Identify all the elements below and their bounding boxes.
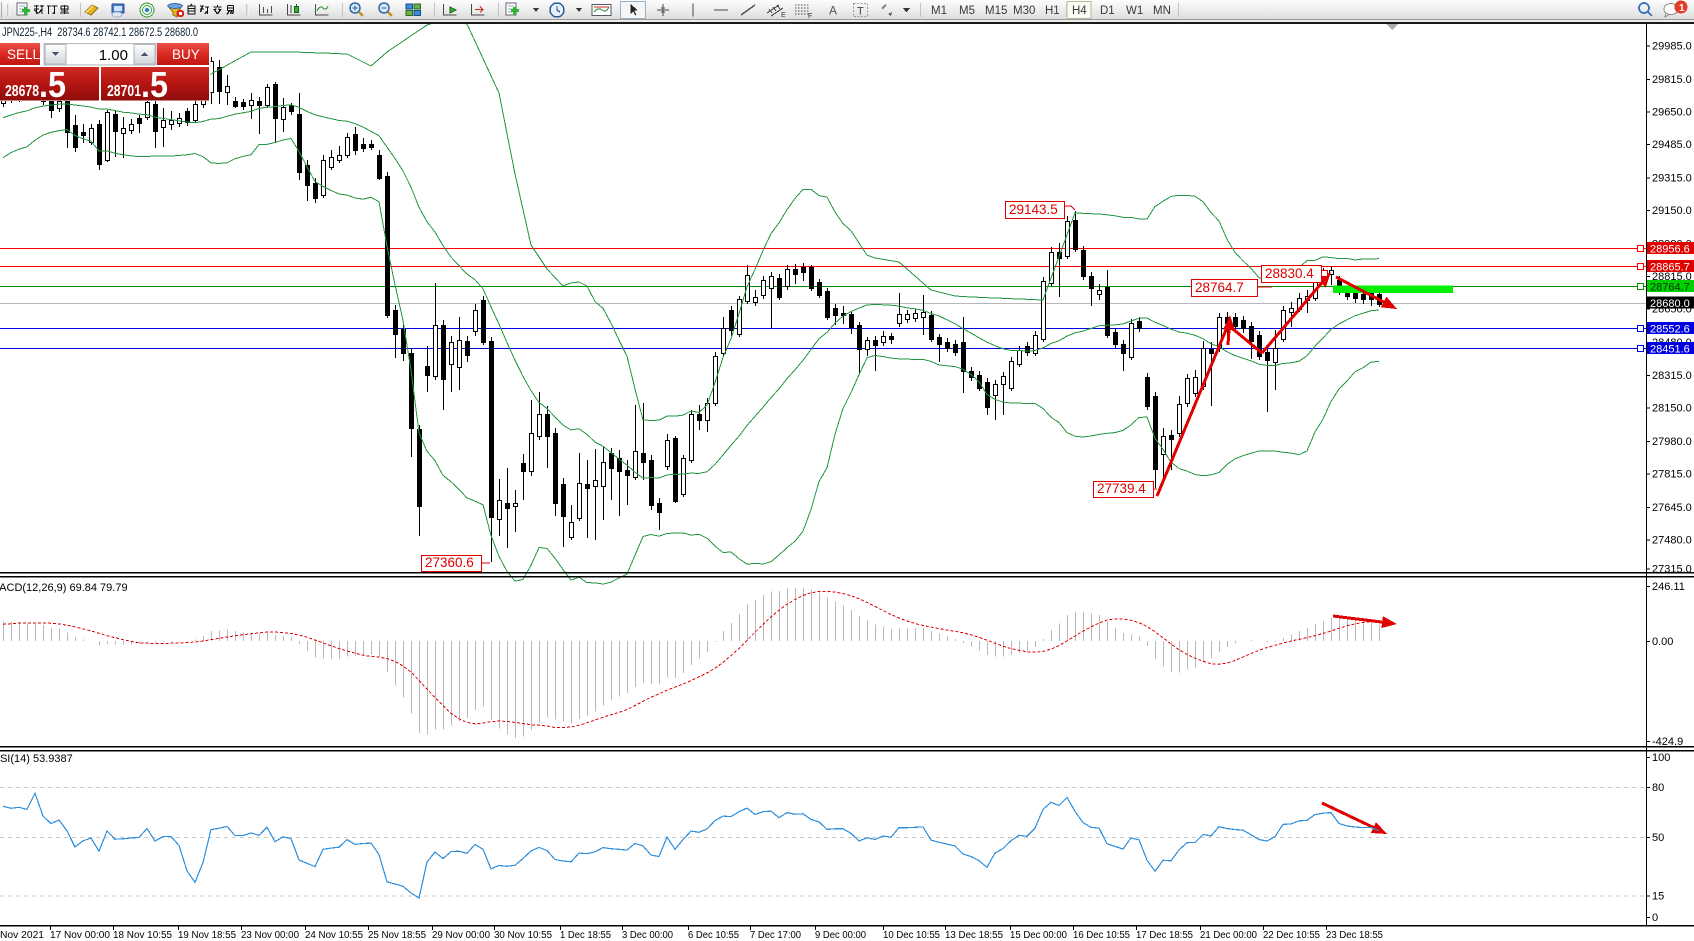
svg-text:29150.0: 29150.0 xyxy=(1652,205,1692,217)
svg-text:29650.0: 29650.0 xyxy=(1652,106,1692,118)
svg-text:28680.0: 28680.0 xyxy=(1650,298,1690,310)
svg-text:29 Nov 00:00: 29 Nov 00:00 xyxy=(432,930,490,941)
svg-text:10 Dec 10:55: 10 Dec 10:55 xyxy=(883,930,940,941)
svg-text:21 Dec 00:00: 21 Dec 00:00 xyxy=(1200,930,1257,941)
svg-text:M1: M1 xyxy=(931,5,947,17)
svg-text:A: A xyxy=(829,4,837,18)
svg-text:27315.0: 27315.0 xyxy=(1652,564,1692,576)
svg-text:29143.5: 29143.5 xyxy=(1009,202,1058,217)
svg-text:28830.4: 28830.4 xyxy=(1265,266,1314,281)
svg-text:1: 1 xyxy=(1679,3,1685,14)
svg-text:30 Nov 10:55: 30 Nov 10:55 xyxy=(494,930,552,941)
svg-text:29985.0: 29985.0 xyxy=(1652,40,1692,52)
svg-text:27480.0: 27480.0 xyxy=(1652,535,1692,547)
svg-text:28764.7: 28764.7 xyxy=(1650,282,1690,294)
svg-text:H4: H4 xyxy=(1072,5,1087,17)
svg-text:28956.6: 28956.6 xyxy=(1650,244,1690,256)
svg-text:18 Nov 10:55: 18 Nov 10:55 xyxy=(113,930,172,941)
svg-text:100: 100 xyxy=(1652,752,1670,764)
svg-text:T: T xyxy=(857,6,864,18)
svg-text:28701: 28701 xyxy=(107,83,141,100)
svg-text:D1: D1 xyxy=(1100,5,1115,17)
svg-text:27645.0: 27645.0 xyxy=(1652,502,1692,514)
svg-text:28451.6: 28451.6 xyxy=(1650,343,1690,355)
svg-text:50: 50 xyxy=(1652,832,1664,844)
svg-text:246.11: 246.11 xyxy=(1652,581,1685,593)
svg-text:27980.0: 27980.0 xyxy=(1652,436,1692,448)
svg-text:28865.7: 28865.7 xyxy=(1650,262,1690,274)
svg-text:29315.0: 29315.0 xyxy=(1652,173,1692,185)
svg-text:28678: 28678 xyxy=(5,83,39,100)
svg-text:M5: M5 xyxy=(959,5,975,17)
svg-text:7 Dec 17:00: 7 Dec 17:00 xyxy=(750,930,801,941)
svg-text:1 Dec 18:55: 1 Dec 18:55 xyxy=(560,930,611,941)
svg-text:15: 15 xyxy=(1652,890,1664,902)
svg-text:16 Dec 10:55: 16 Dec 10:55 xyxy=(1073,930,1130,941)
svg-text:JPN225-,H4 28734.6 28742.1 28: JPN225-,H4 28734.6 28742.1 28672.5 28680… xyxy=(2,27,198,39)
svg-text:SELL: SELL xyxy=(7,47,41,62)
svg-text:29485.0: 29485.0 xyxy=(1652,139,1692,151)
svg-text:E: E xyxy=(781,12,786,19)
svg-text:3 Dec 00:00: 3 Dec 00:00 xyxy=(622,930,673,941)
svg-text:MACD(12,26,9) 69.84 79.79: MACD(12,26,9) 69.84 79.79 xyxy=(0,582,128,594)
svg-text:0: 0 xyxy=(1652,912,1658,924)
svg-text:28150.0: 28150.0 xyxy=(1652,402,1692,414)
svg-text:M30: M30 xyxy=(1013,5,1035,17)
svg-text:23 Dec 18:55: 23 Dec 18:55 xyxy=(1326,930,1383,941)
svg-text:15 Dec 00:00: 15 Dec 00:00 xyxy=(1010,930,1067,941)
svg-text:29815.0: 29815.0 xyxy=(1652,74,1692,86)
svg-text:6 Dec 10:55: 6 Dec 10:55 xyxy=(688,930,739,941)
svg-text:13 Dec 18:55: 13 Dec 18:55 xyxy=(945,930,1003,941)
svg-text:28552.6: 28552.6 xyxy=(1650,323,1690,335)
svg-text:27815.0: 27815.0 xyxy=(1652,468,1692,480)
svg-text:RSI(14) 53.9387: RSI(14) 53.9387 xyxy=(0,753,73,765)
svg-text:9 Dec 00:00: 9 Dec 00:00 xyxy=(815,930,866,941)
svg-text:BUY: BUY xyxy=(172,47,200,62)
svg-text:80: 80 xyxy=(1652,782,1664,794)
svg-text:27739.4: 27739.4 xyxy=(1097,481,1146,496)
svg-text:17 Nov 00:00: 17 Nov 00:00 xyxy=(50,930,110,941)
svg-text:27360.6: 27360.6 xyxy=(425,555,474,570)
svg-text:25 Nov 18:55: 25 Nov 18:55 xyxy=(368,930,426,941)
svg-text:22 Dec 10:55: 22 Dec 10:55 xyxy=(1263,930,1320,941)
svg-text:M15: M15 xyxy=(985,5,1007,17)
svg-text:W1: W1 xyxy=(1126,5,1143,17)
svg-text:MN: MN xyxy=(1153,5,1171,17)
svg-text:28315.0: 28315.0 xyxy=(1652,370,1692,382)
svg-text:19 Nov 18:55: 19 Nov 18:55 xyxy=(178,930,236,941)
svg-text:F: F xyxy=(808,13,812,20)
svg-text:.5: .5 xyxy=(39,64,66,105)
svg-text:1.00: 1.00 xyxy=(99,47,128,64)
svg-text:0.00: 0.00 xyxy=(1652,636,1673,648)
svg-text:H1: H1 xyxy=(1045,5,1060,17)
svg-text:17 Dec 18:55: 17 Dec 18:55 xyxy=(1136,930,1193,941)
svg-text:-424.9: -424.9 xyxy=(1652,736,1683,748)
svg-text:.5: .5 xyxy=(141,64,168,105)
svg-text:Nov 2021: Nov 2021 xyxy=(0,930,44,941)
svg-text:23 Nov 00:00: 23 Nov 00:00 xyxy=(241,930,299,941)
svg-text:28764.7: 28764.7 xyxy=(1195,280,1244,295)
svg-text:24 Nov 10:55: 24 Nov 10:55 xyxy=(305,930,363,941)
